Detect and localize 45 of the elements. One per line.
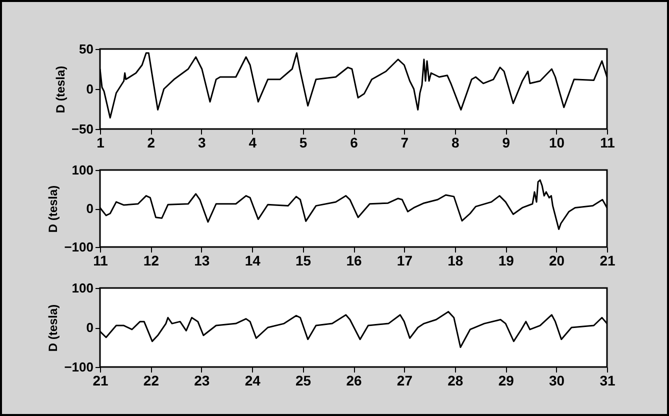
x-tick-label: 20 (549, 252, 565, 268)
x-tick-label: 14 (244, 252, 261, 268)
x-tick-label: 11 (93, 252, 108, 268)
x-tick-label: 27 (396, 372, 413, 388)
y-tick-label: −100 (64, 360, 94, 374)
x-tick-label: 21 (92, 372, 108, 388)
x-tick-label: 1 (96, 134, 105, 150)
y-tick-label: 0 (86, 82, 94, 96)
y-axis-title: D (tesla) (46, 185, 60, 233)
x-tick-label: 19 (498, 252, 514, 268)
x-tick-label: 31 (600, 372, 616, 388)
x-tick-label: 10 (549, 134, 565, 150)
y-tick-label: 100 (72, 162, 94, 178)
x-tick-label: 17 (396, 252, 413, 268)
y-tick-label: −50 (71, 122, 94, 136)
x-tick-label: 22 (143, 372, 160, 388)
x-tick-label: 15 (296, 252, 312, 268)
x-tick-label: 25 (296, 372, 312, 388)
y-tick-label: 0 (86, 320, 94, 335)
x-tick-label: 2 (147, 134, 156, 150)
x-tick-label: 24 (244, 372, 261, 388)
x-tick-label: 18 (448, 252, 464, 268)
x-tick-label: 21 (600, 252, 616, 268)
x-tick-label: 16 (346, 252, 362, 268)
y-axis-title: D (tesla) (53, 66, 68, 114)
x-tick-label: 29 (498, 372, 514, 388)
x-tick-label: 9 (502, 134, 510, 150)
x-tick-label: 4 (248, 134, 257, 150)
y-tick-label: 0 (86, 201, 94, 216)
x-tick-label: 6 (350, 134, 358, 150)
x-tick-label: 5 (299, 134, 308, 150)
x-tick-label: 26 (346, 372, 362, 388)
x-tick-label: 13 (194, 252, 210, 268)
x-tick-label: 8 (452, 134, 460, 150)
y-tick-label: 100 (72, 280, 94, 296)
x-tick-label: 7 (400, 134, 409, 150)
x-tick-label: 11 (600, 134, 616, 150)
x-tick-label: 12 (143, 252, 160, 268)
y-axis-title: D (tesla) (46, 304, 60, 352)
x-tick-label: 30 (549, 372, 565, 388)
x-tick-label: 3 (198, 134, 206, 150)
y-tick-label: −100 (64, 240, 94, 254)
x-tick-label: 23 (194, 372, 210, 388)
x-tick-label: 28 (448, 372, 464, 388)
y-tick-label: 50 (79, 42, 94, 56)
